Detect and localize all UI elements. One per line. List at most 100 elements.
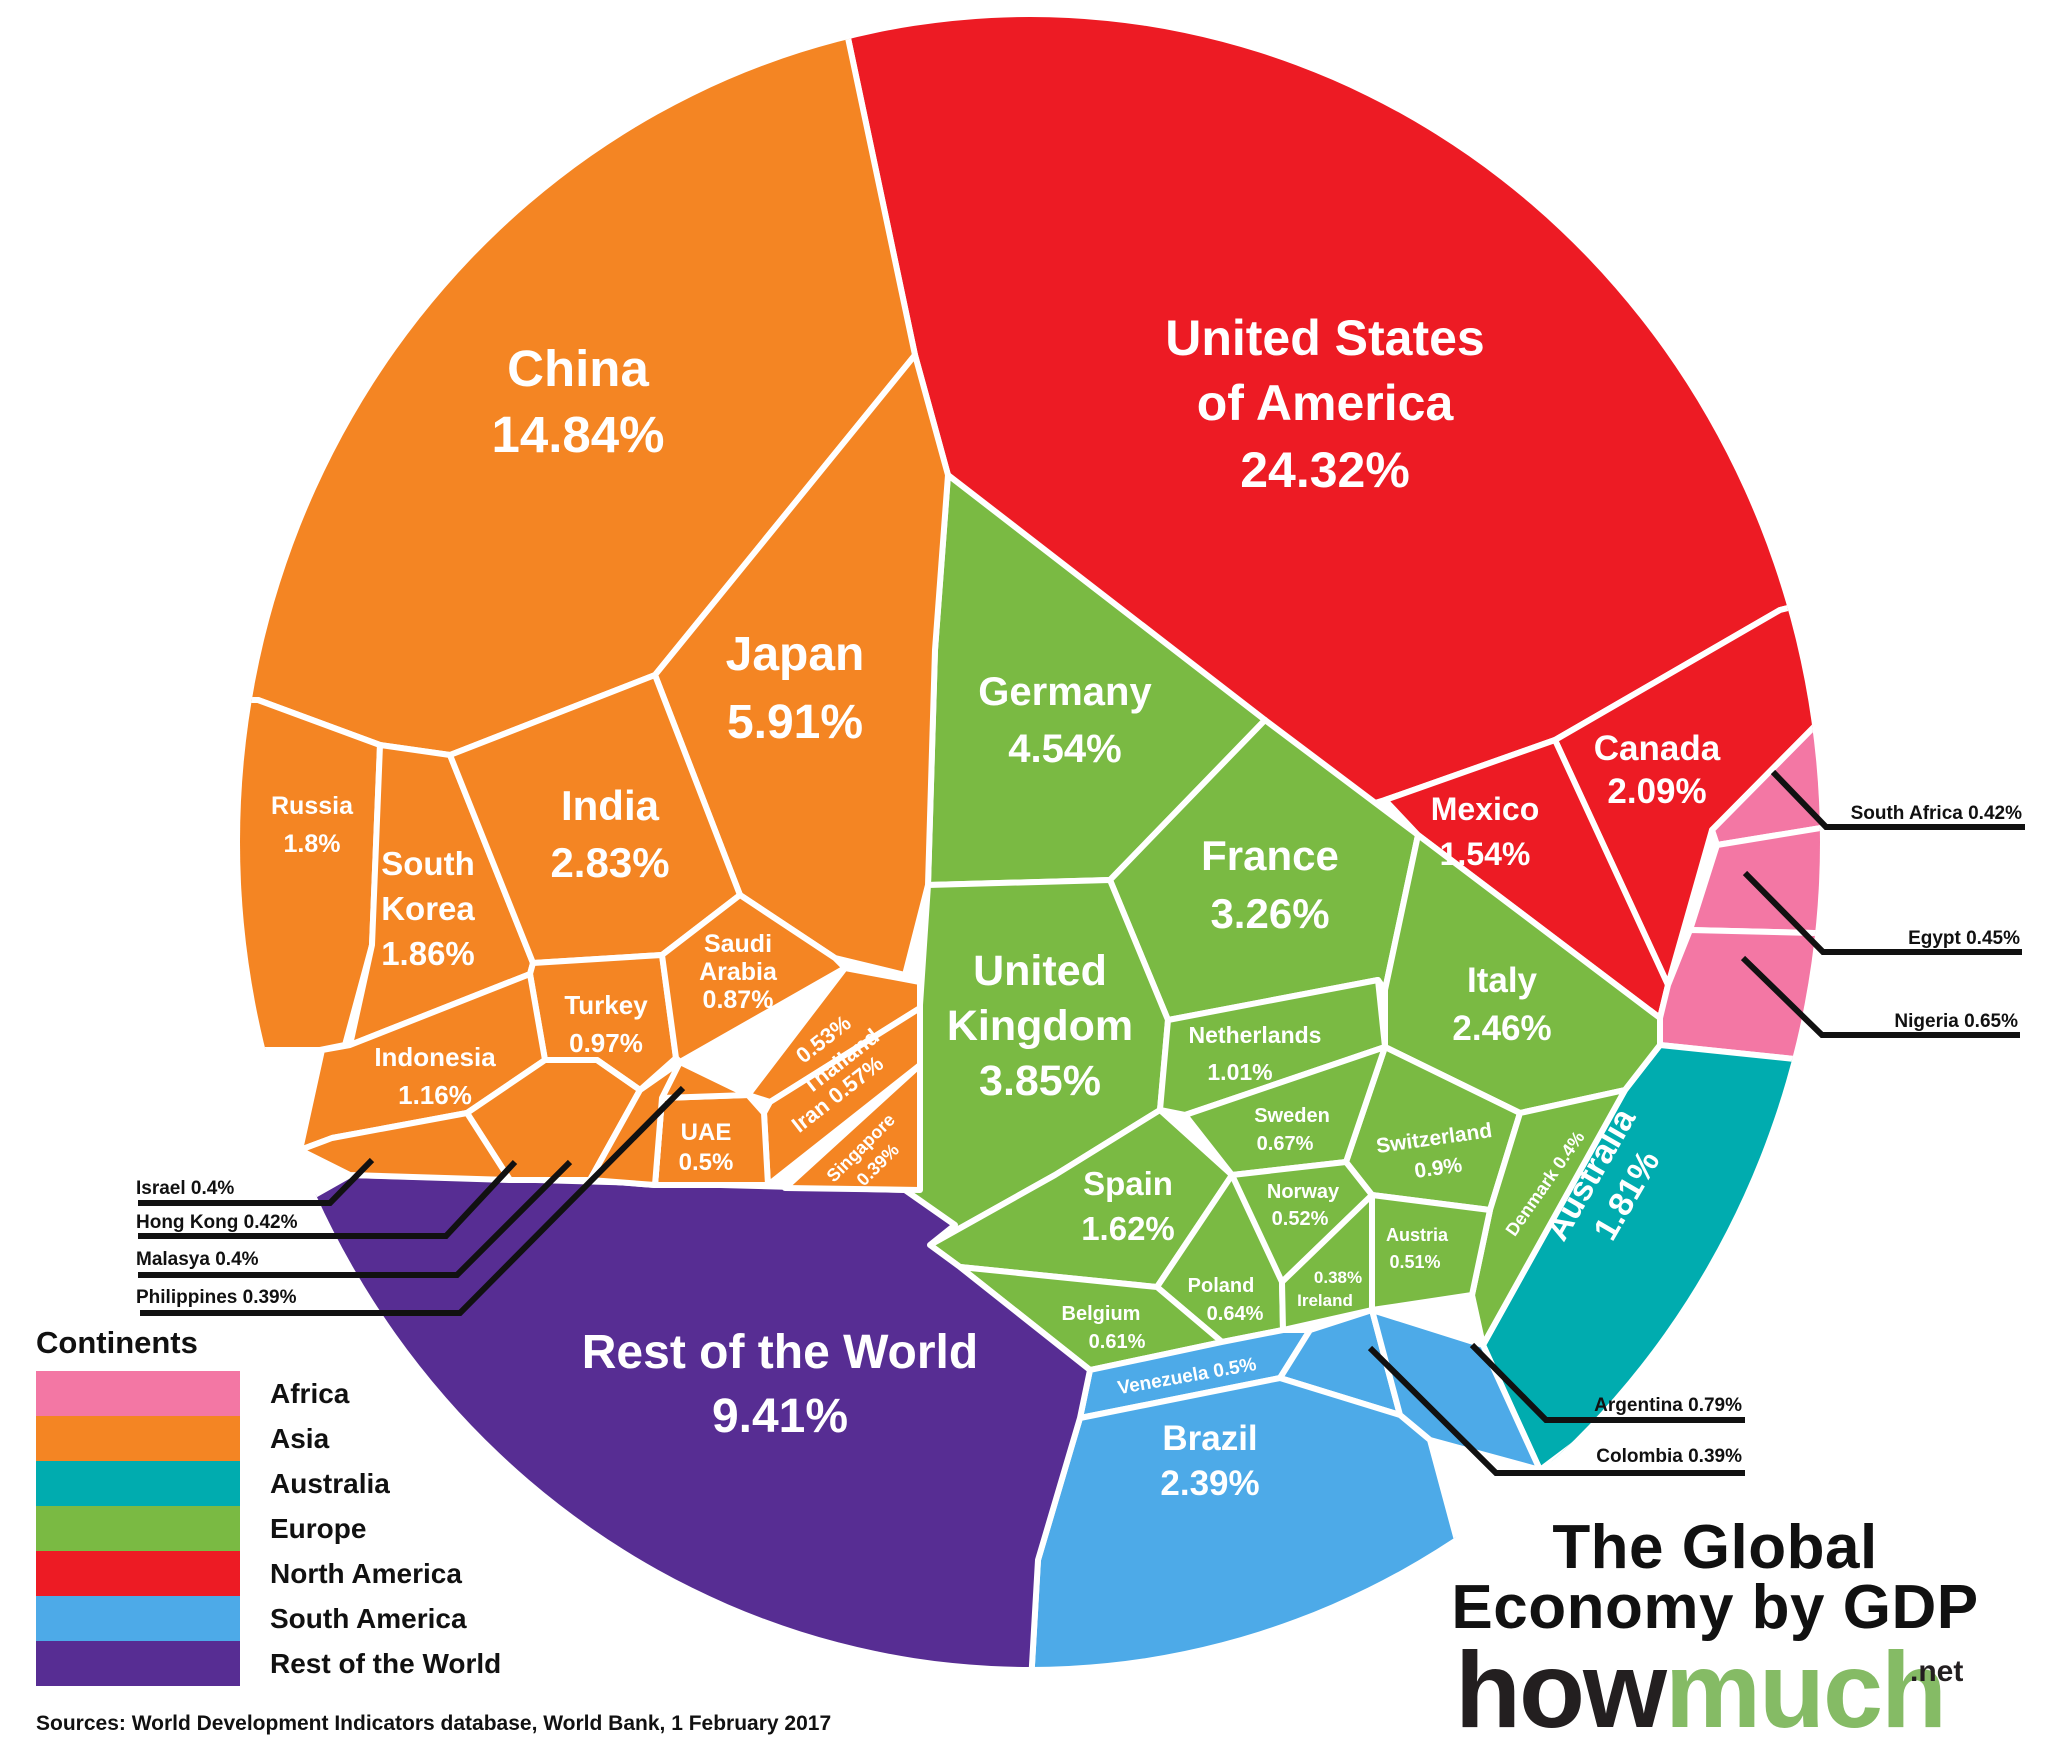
label-usa-1: United States [1165,310,1485,366]
label-netherlands-value: 1.01% [1207,1059,1272,1085]
cell-denmark[interactable] [1469,1087,1628,1348]
leader-hong-kong [138,1159,518,1239]
label-uk-1: United [973,947,1107,995]
leader-philippines [140,1085,686,1316]
cell-philippines[interactable] [587,1059,683,1188]
label-spain: Spain [1083,1165,1173,1202]
label-russia-value: 1.8% [284,830,341,858]
label-uk-value: 3.85% [979,1057,1101,1105]
callout-south-africa: South Africa 0.42% [1851,803,2023,824]
legend-item-africa: Africa [36,1371,501,1416]
label-austria-value: 0.51% [1389,1252,1440,1272]
legend-label: South America [270,1602,467,1634]
label-rest-of-world: Rest of the World [582,1326,978,1379]
label-turkey-value: 0.97% [569,1028,643,1058]
label-canada: Canada [1594,729,1721,768]
cell-singapore[interactable] [782,1062,923,1193]
label-france: France [1201,832,1339,879]
legend-item-north-america: North America [36,1551,501,1596]
legend-swatch-north-america [36,1551,240,1596]
legend-swatch-rest-of-world [36,1641,240,1686]
label-china: China [507,340,649,397]
label-korea-1: South [381,845,474,882]
label-sweden: Sweden [1254,1105,1330,1127]
label-saudi-2: Arabia [699,958,778,986]
leader-nigeria [1740,955,2020,1038]
legend-swatch-australia [36,1461,240,1506]
legend-label: North America [270,1557,462,1589]
brand-net: .net [1910,1655,1964,1688]
label-brazil-value: 2.39% [1160,1464,1259,1503]
callout-israel: Israel 0.4% [136,1178,234,1199]
label-poland-value: 0.64% [1207,1303,1264,1325]
legend-label: Africa [270,1377,350,1409]
label-germany: Germany [978,670,1152,714]
brand-logo: howmuch [1455,1636,1947,1744]
label-austria: Austria [1386,1225,1449,1245]
label-brazil: Brazil [1162,1419,1257,1458]
leader-argentina [1469,1342,1745,1423]
cell-austria[interactable] [1369,1192,1493,1313]
brand-much: much [1664,1629,1947,1750]
label-norway: Norway [1267,1181,1340,1203]
cell-israel[interactable] [297,1110,513,1183]
label-italy: Italy [1467,961,1538,1000]
leader-colombia [1367,1345,1745,1476]
label-saudi-1: Saudi [704,930,772,958]
legend-label: Europe [270,1512,367,1544]
callout-hong-kong: Hong Kong 0.42% [136,1212,298,1233]
label-japan-value: 5.91% [727,696,863,749]
callouts-asia: Israel 0.4% Hong Kong 0.42% Malasya 0.4%… [136,1085,686,1316]
label-uae: UAE [681,1119,732,1146]
label-korea-value: 1.86% [381,935,475,972]
label-indonesia: Indonesia [374,1042,496,1072]
legend: Continents Africa Asia Australia Europe … [36,1325,501,1686]
legend-title: Continents [36,1325,198,1360]
label-rest-of-world-value: 9.41% [712,1390,848,1443]
label-indonesia-value: 1.16% [398,1080,472,1110]
label-ireland-value: 0.38% [1314,1268,1362,1287]
cell-south-africa[interactable] [1709,637,1900,848]
legend-swatch-europe [36,1506,240,1551]
cell-russia[interactable] [200,697,383,1053]
callout-egypt: Egypt 0.45% [1908,928,2020,949]
callouts-south-america: Argentina 0.79% Colombia 0.39% [1367,1342,1745,1476]
label-poland: Poland [1188,1275,1255,1297]
legend-swatch-asia [36,1416,240,1461]
cell-egypt[interactable] [1687,812,1900,938]
label-norway-value: 0.52% [1272,1208,1329,1230]
label-turkey: Turkey [564,990,648,1020]
label-spain-value: 1.62% [1081,1210,1175,1247]
callouts-africa: South Africa 0.42% Egypt 0.45% Nigeria 0… [1740,769,2025,1038]
legend-label: Asia [270,1422,330,1454]
leader-south-africa [1770,769,2025,830]
label-india: India [561,782,660,829]
label-uk-2: Kingdom [947,1002,1133,1050]
legend-swatch-south-america [36,1596,240,1641]
callout-philippines: Philippines 0.39% [136,1287,297,1308]
label-belgium: Belgium [1062,1303,1141,1325]
label-italy-value: 2.46% [1452,1009,1551,1048]
label-saudi-value: 0.87% [703,986,774,1014]
leader-egypt [1742,870,2022,955]
label-uae-value: 0.5% [679,1149,734,1176]
label-usa-value: 24.32% [1240,442,1410,498]
label-usa-2: of America [1197,375,1455,431]
cell-argentina[interactable] [1369,1307,1543,1473]
callout-nigeria: Nigeria 0.65% [1894,1011,2018,1032]
chart-title: The Global Economy by GDP [1415,1517,2015,1639]
leader-malaysia [138,1159,573,1278]
callout-argentina: Argentina 0.79% [1594,1395,1742,1416]
label-mexico: Mexico [1431,791,1539,827]
label-india-value: 2.83% [550,839,669,886]
label-germany-value: 4.54% [1008,727,1121,771]
legend-item-south-america: South America [36,1596,501,1641]
brand-how: how [1455,1629,1667,1750]
legend-label: Australia [270,1467,390,1499]
cell-labels: United States of America 24.32% China 14… [271,310,1721,1503]
label-ireland: Ireland [1297,1291,1353,1310]
label-netherlands: Netherlands [1189,1022,1322,1048]
legend-label: Rest of the World [270,1647,502,1679]
label-russia: Russia [271,792,354,820]
sources-note: Sources: World Development Indicators da… [36,1712,832,1735]
